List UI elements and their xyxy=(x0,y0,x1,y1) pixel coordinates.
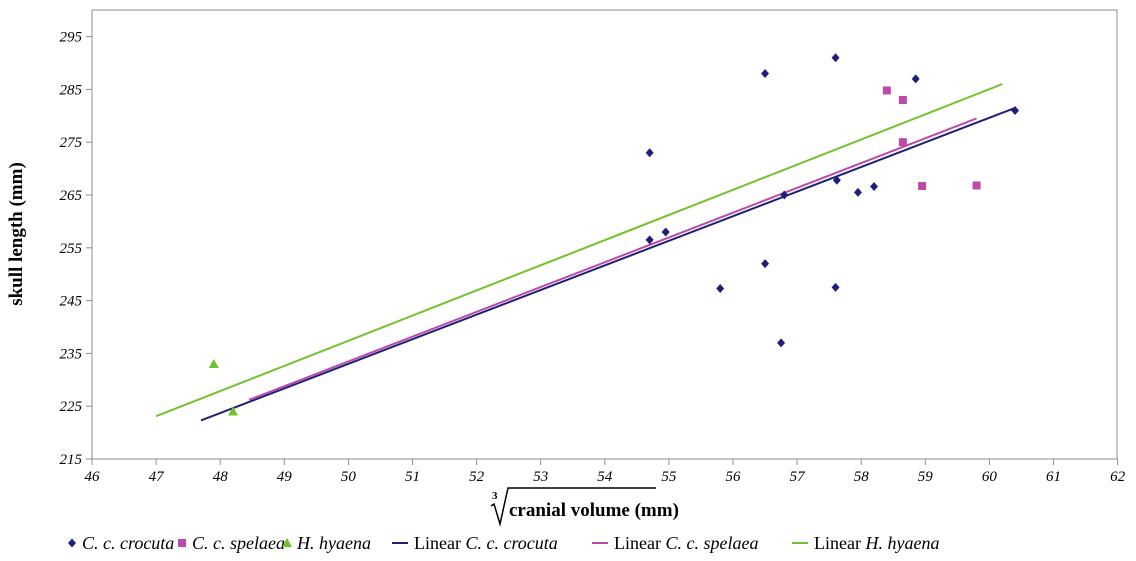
x-tick-label: 54 xyxy=(597,469,613,485)
point-c-c-crocuta xyxy=(661,227,670,237)
point-c-c-crocuta xyxy=(831,282,840,292)
point-c-c-crocuta xyxy=(777,338,786,348)
legend-series-name: H. hyaena xyxy=(296,533,371,553)
y-tick-label: 245 xyxy=(60,294,83,310)
legend-series-name: C. c. spelaea xyxy=(665,533,758,553)
x-tick-label: 61 xyxy=(1046,469,1061,485)
legend-label: Linear C. c. crocuta xyxy=(414,533,558,553)
point-c-c-spelaea xyxy=(972,181,981,190)
x-axis-label: cranial volume (mm) xyxy=(509,500,679,521)
point-c-c-spelaea xyxy=(918,182,927,191)
y-tick-label: 275 xyxy=(60,135,83,151)
y-axis-label: skull length (mm) xyxy=(6,162,27,306)
legend-prefix: Linear xyxy=(414,533,465,553)
point-c-c-crocuta xyxy=(761,259,770,269)
x-tick-label: 52 xyxy=(469,469,485,485)
x-tick-label: 48 xyxy=(213,469,229,485)
plot-area xyxy=(91,9,1118,460)
legend-item-linear-c-c-crocuta: Linear C. c. crocuta xyxy=(392,533,558,553)
trendline-linear-c-c-crocuta xyxy=(200,106,1016,422)
legend-series-name: C. c. crocuta xyxy=(82,533,174,553)
point-c-c-spelaea xyxy=(898,138,907,147)
legend-series-name: C. c. spelaea xyxy=(192,533,285,553)
x-tick-label: 56 xyxy=(726,469,742,485)
legend-item-h-hyaena: H. hyaena xyxy=(282,533,371,553)
point-c-c-spelaea xyxy=(898,95,907,104)
legend-item-c-c-spelaea: C. c. spelaea xyxy=(178,533,285,553)
x-tick-label: 60 xyxy=(982,469,998,485)
y-tick-label: 265 xyxy=(60,188,83,204)
legend-prefix: Linear xyxy=(814,533,865,553)
root-index: 3 xyxy=(492,490,498,502)
legend-item-linear-c-c-spelaea: Linear C. c. spelaea xyxy=(592,533,758,553)
legend-label: Linear H. hyaena xyxy=(814,533,939,553)
y-tick-label: 235 xyxy=(60,346,83,362)
y-ticks: 215 225 235 245 255 265 275 285 295 xyxy=(60,30,92,468)
x-tick-label: 47 xyxy=(149,469,166,485)
x-tick-label: 55 xyxy=(661,469,677,485)
point-h-hyaena xyxy=(228,406,239,416)
trendlines xyxy=(155,83,1016,422)
legend-prefix: Linear xyxy=(614,533,665,553)
point-c-c-crocuta xyxy=(831,53,840,63)
point-c-c-crocuta xyxy=(716,283,725,293)
legend-triangle-icon xyxy=(282,538,292,547)
x-tick-label: 46 xyxy=(85,469,101,485)
point-h-hyaena xyxy=(208,358,219,368)
x-axis-title: 3 cranial volume (mm) xyxy=(490,487,679,527)
point-c-c-crocuta xyxy=(645,235,654,245)
x-tick-label: 53 xyxy=(533,469,548,485)
trendline-linear-c-c-spelaea xyxy=(248,117,977,401)
point-c-c-crocuta xyxy=(1011,106,1020,116)
x-tick-label: 50 xyxy=(341,469,357,485)
y-tick-label: 255 xyxy=(60,241,83,257)
point-c-c-crocuta xyxy=(832,175,841,185)
data-points xyxy=(208,53,1020,416)
legend-series-name: C. c. crocuta xyxy=(465,533,557,553)
x-tick-label: 58 xyxy=(854,469,870,485)
legend-label: C. c. crocuta xyxy=(82,533,174,553)
point-c-c-spelaea xyxy=(882,86,891,95)
radical-sign-icon xyxy=(490,487,656,527)
legend-item-linear-h-hyaena: Linear H. hyaena xyxy=(792,533,939,553)
legend-square-icon xyxy=(178,539,186,547)
point-c-c-crocuta xyxy=(911,74,920,84)
x-ticks: 46 47 48 49 50 51 52 53 54 55 56 57 58 59 60 61 62 xyxy=(85,459,1126,485)
x-tick-label: 62 xyxy=(1110,469,1126,485)
point-c-c-crocuta xyxy=(870,182,879,192)
x-tick-label: 57 xyxy=(790,469,807,485)
legend-diamond-icon xyxy=(68,538,76,548)
y-tick-label: 295 xyxy=(60,30,83,46)
legend-label: Linear C. c. spelaea xyxy=(614,533,758,553)
legend: C. c. crocuta C. c. spelaea H. hyaena Linea… xyxy=(68,533,939,553)
x-tick-label: 49 xyxy=(277,469,293,485)
legend-series-name: H. hyaena xyxy=(864,533,939,553)
trendline-linear-h-hyaena xyxy=(155,83,1003,418)
point-c-c-crocuta xyxy=(761,69,770,79)
point-c-c-crocuta xyxy=(645,148,654,158)
y-tick-label: 225 xyxy=(60,399,83,415)
y-tick-label: 285 xyxy=(60,82,83,98)
legend-label: H. hyaena xyxy=(296,533,371,553)
y-tick-label: 215 xyxy=(60,452,83,468)
legend-item-c-c-crocuta: C. c. crocuta xyxy=(68,533,174,553)
point-c-c-crocuta xyxy=(853,187,862,197)
x-tick-label: 51 xyxy=(405,469,420,485)
x-tick-label: 59 xyxy=(918,469,934,485)
point-c-c-crocuta xyxy=(780,190,789,200)
legend-label: C. c. spelaea xyxy=(192,533,285,553)
